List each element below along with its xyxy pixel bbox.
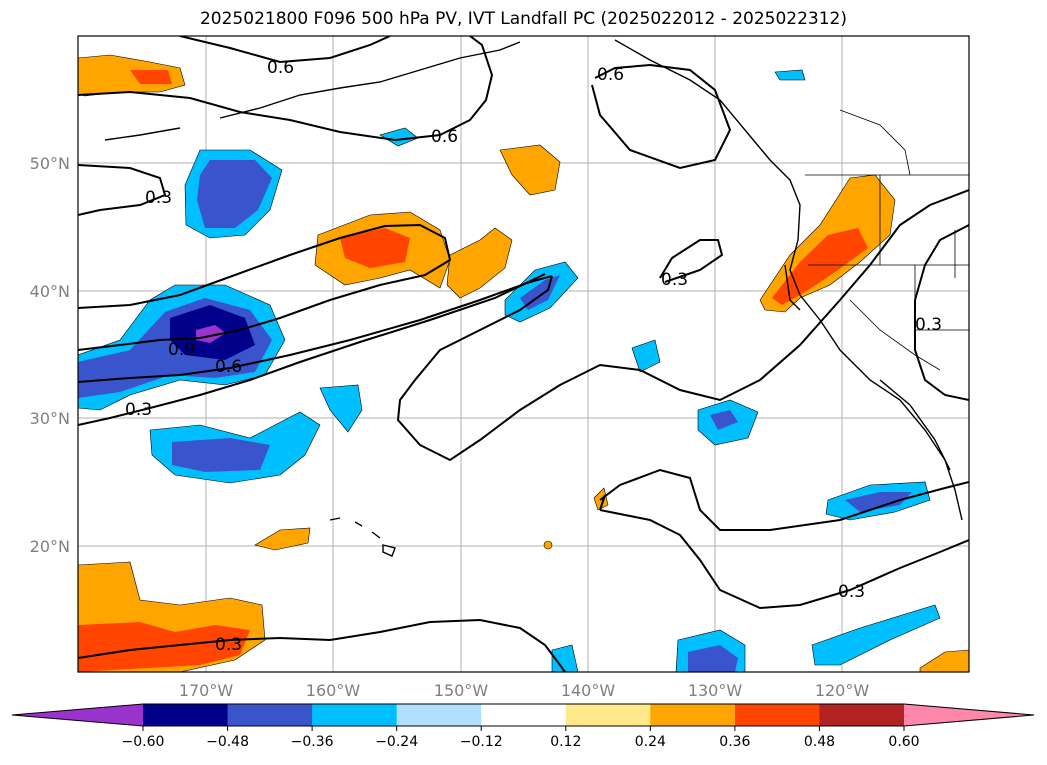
- lon-label: 170°W: [179, 681, 234, 700]
- colorbar-segment: [228, 704, 313, 726]
- contour-label: 0.3: [915, 315, 942, 335]
- colorbar-extend-low: [12, 704, 143, 726]
- colorbar-segment: [397, 704, 482, 726]
- colorbar-tick-label: 0.36: [719, 734, 750, 750]
- colorbar-segment: [481, 704, 566, 726]
- contour-label: 0.6: [431, 127, 458, 147]
- colorbar-segment: [650, 704, 735, 726]
- colorbar-tick-label: −0.48: [206, 734, 249, 750]
- colorbar-tick-label: 0.12: [550, 734, 581, 750]
- contour-label: 0.3: [215, 635, 242, 655]
- lat-label: 40°N: [30, 282, 70, 301]
- colorbar-segment: [735, 704, 820, 726]
- colorbar-tick-label: −0.36: [291, 734, 334, 750]
- colorbar-segment: [819, 704, 904, 726]
- contour-label: 0.3: [145, 188, 172, 208]
- colorbar-tick-label: 0.60: [888, 734, 919, 750]
- map-panel: 0.6 0.6 0.6 0.3 0.3 0.9 0.6 0.3 0.3 0.3 …: [78, 36, 969, 672]
- lat-label: 30°N: [30, 409, 70, 428]
- colorbar-extend-high: [904, 704, 1034, 726]
- lon-label: 140°W: [561, 681, 616, 700]
- colorbar: −0.60 −0.48 −0.36 −0.24 −0.12 0.12 0.24 0.36 0.4…: [12, 704, 1034, 750]
- contour-label: 0.3: [125, 400, 152, 420]
- colorbar-tick-label: −0.24: [375, 734, 418, 750]
- latitude-labels: 50°N 40°N 30°N 20°N: [30, 154, 70, 556]
- contour-label: 0.3: [838, 582, 865, 602]
- lat-label: 20°N: [30, 537, 70, 556]
- colorbar-segment: [566, 704, 651, 726]
- contour-label: 0.9: [168, 340, 195, 360]
- contour-label: 0.3: [661, 270, 688, 290]
- colorbar-tick-label: 0.48: [804, 734, 835, 750]
- lon-label: 160°W: [306, 681, 361, 700]
- colorbar-segment: [143, 704, 228, 726]
- lon-label: 130°W: [688, 681, 743, 700]
- colorbar-tick-label: 0.24: [635, 734, 666, 750]
- contour-label: 0.6: [267, 58, 294, 78]
- colorbar-segment: [312, 704, 397, 726]
- lon-label: 150°W: [434, 681, 489, 700]
- lon-label: 120°W: [815, 681, 870, 700]
- longitude-labels: 170°W 160°W 150°W 140°W 130°W 120°W: [179, 681, 870, 700]
- contour-label: 0.6: [215, 357, 242, 377]
- lat-label: 50°N: [30, 154, 70, 173]
- colorbar-tick-label: −0.12: [460, 734, 503, 750]
- contour-label: 0.6: [597, 65, 624, 85]
- colorbar-tick-label: −0.60: [122, 734, 165, 750]
